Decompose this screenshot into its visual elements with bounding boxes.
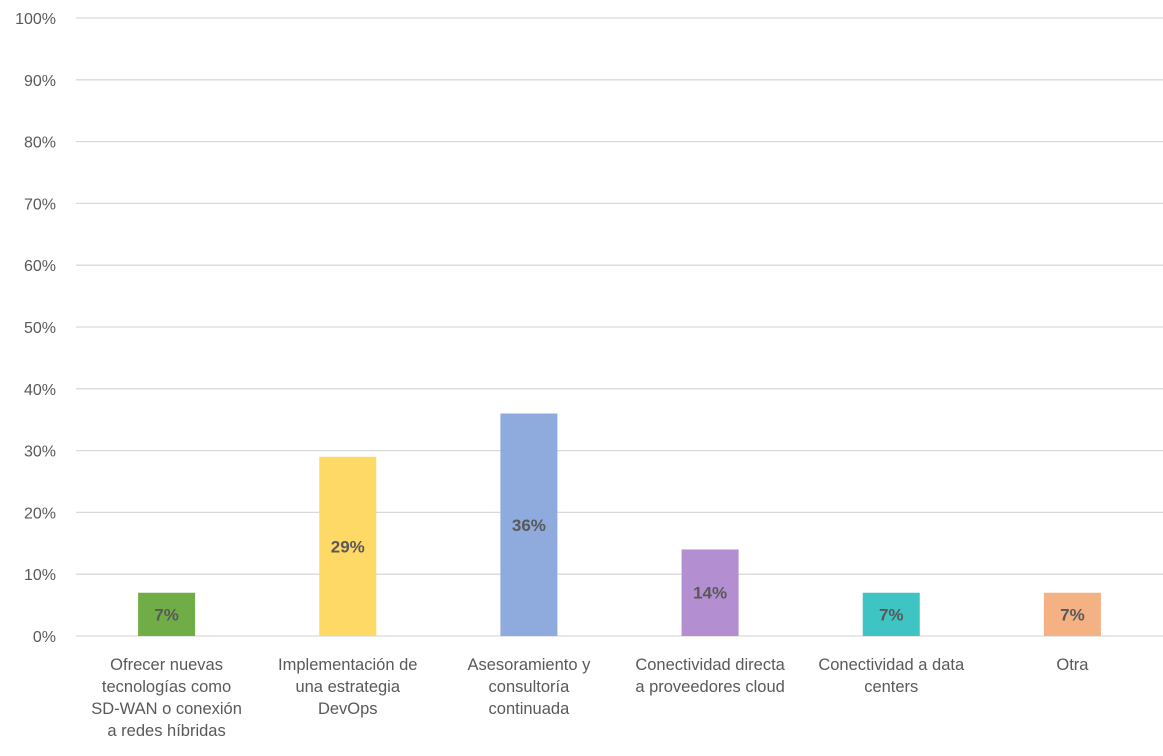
data-label: 36% — [512, 516, 546, 535]
bar — [681, 549, 739, 636]
x-category-label: Ofrecer nuevas tecnologías como SD-WAN o c… — [91, 656, 242, 740]
y-tick-label: 20% — [24, 505, 56, 522]
y-tick-label: 10% — [24, 567, 56, 584]
y-tick-label: 90% — [24, 73, 56, 90]
x-category-label-line: continuada — [489, 700, 571, 718]
x-category-label: Implementación de una estrategia DevOps — [278, 656, 417, 718]
x-category-label-line: Asesoramiento y — [467, 656, 591, 674]
x-category-label-line: SD-WAN o conexión — [91, 700, 242, 718]
y-tick-label: 60% — [24, 258, 56, 275]
data-labels: 7% 29% 36% 14% 7% 7% — [154, 516, 1084, 625]
x-category-label-line: Implementación de — [278, 656, 417, 674]
x-category-label-line: Conectividad directa — [635, 656, 785, 674]
x-category-label-line: Ofrecer nuevas — [110, 656, 223, 674]
data-label: 14% — [693, 584, 727, 603]
data-label: 7% — [1060, 605, 1085, 624]
bar — [138, 592, 196, 636]
x-category-label-line: DevOps — [318, 700, 378, 718]
x-category-label-line: a proveedores cloud — [635, 678, 785, 696]
bar — [500, 413, 558, 636]
x-category-label-line: tecnologías como — [102, 678, 231, 696]
x-category-label: Asesoramiento y consultoría continuada — [467, 656, 591, 718]
y-tick-label: 0% — [33, 629, 56, 646]
x-category-label: Conectividad directa a proveedores cloud — [635, 656, 785, 696]
x-category-label-line: Conectividad a data — [818, 656, 965, 674]
gridlines — [76, 17, 1163, 637]
x-category-label-line: consultoría — [489, 678, 571, 696]
bar — [862, 592, 920, 636]
y-tick-label: 80% — [24, 135, 56, 152]
x-category-label-line: una estrategia — [295, 678, 400, 696]
data-label: 7% — [879, 605, 904, 624]
y-axis-ticks: 0% 10% 20% 30% 40% 50% 60% 70% 80% 90% 100% — [15, 11, 56, 646]
y-tick-label: 50% — [24, 320, 56, 337]
data-label: 7% — [154, 605, 179, 624]
data-label: 29% — [331, 537, 365, 556]
x-category-label-line: centers — [864, 678, 918, 696]
x-category-label-line: Otra — [1056, 656, 1089, 674]
bar — [319, 456, 377, 636]
x-category-label-line: a redes híbridas — [107, 722, 225, 740]
y-tick-label: 100% — [15, 11, 56, 28]
bars — [138, 413, 1101, 636]
x-category-label: Conectividad a data centers — [818, 656, 965, 696]
x-axis-categories: Ofrecer nuevas tecnologías como SD-WAN o c… — [91, 656, 1089, 740]
y-tick-label: 70% — [24, 196, 56, 213]
y-tick-label: 40% — [24, 382, 56, 399]
x-category-label: Otra — [1056, 656, 1089, 674]
y-tick-label: 30% — [24, 444, 56, 461]
bar — [1043, 592, 1101, 636]
